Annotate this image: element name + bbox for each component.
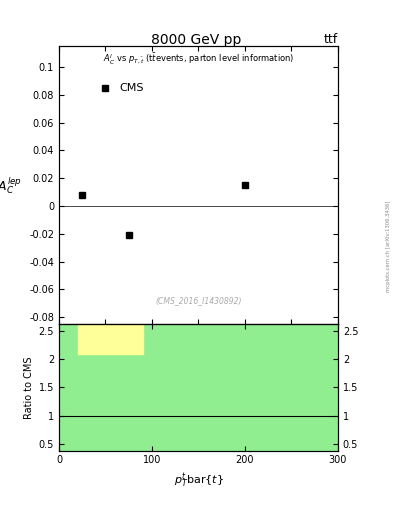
Y-axis label: $A_C^{lep}$: $A_C^{lep}$	[0, 175, 22, 196]
Text: ttf: ttf	[324, 33, 338, 46]
Text: (CMS_2016_I1430892): (CMS_2016_I1430892)	[155, 296, 242, 305]
Text: mcplots.cern.ch [arXiv:1306.3436]: mcplots.cern.ch [arXiv:1306.3436]	[386, 200, 391, 291]
Text: $A_C^l$ vs $p_{T,\bar{t}}$ (t$\bar{t}$events, parton level information): $A_C^l$ vs $p_{T,\bar{t}}$ (t$\bar{t}$ev…	[103, 52, 294, 67]
Text: 8000 GeV pp: 8000 GeV pp	[151, 33, 242, 47]
Text: CMS: CMS	[119, 83, 144, 93]
X-axis label: $p_T^t\mathrm{bar}\{t\}$: $p_T^t\mathrm{bar}\{t\}$	[174, 471, 223, 489]
Y-axis label: Ratio to CMS: Ratio to CMS	[24, 356, 35, 419]
